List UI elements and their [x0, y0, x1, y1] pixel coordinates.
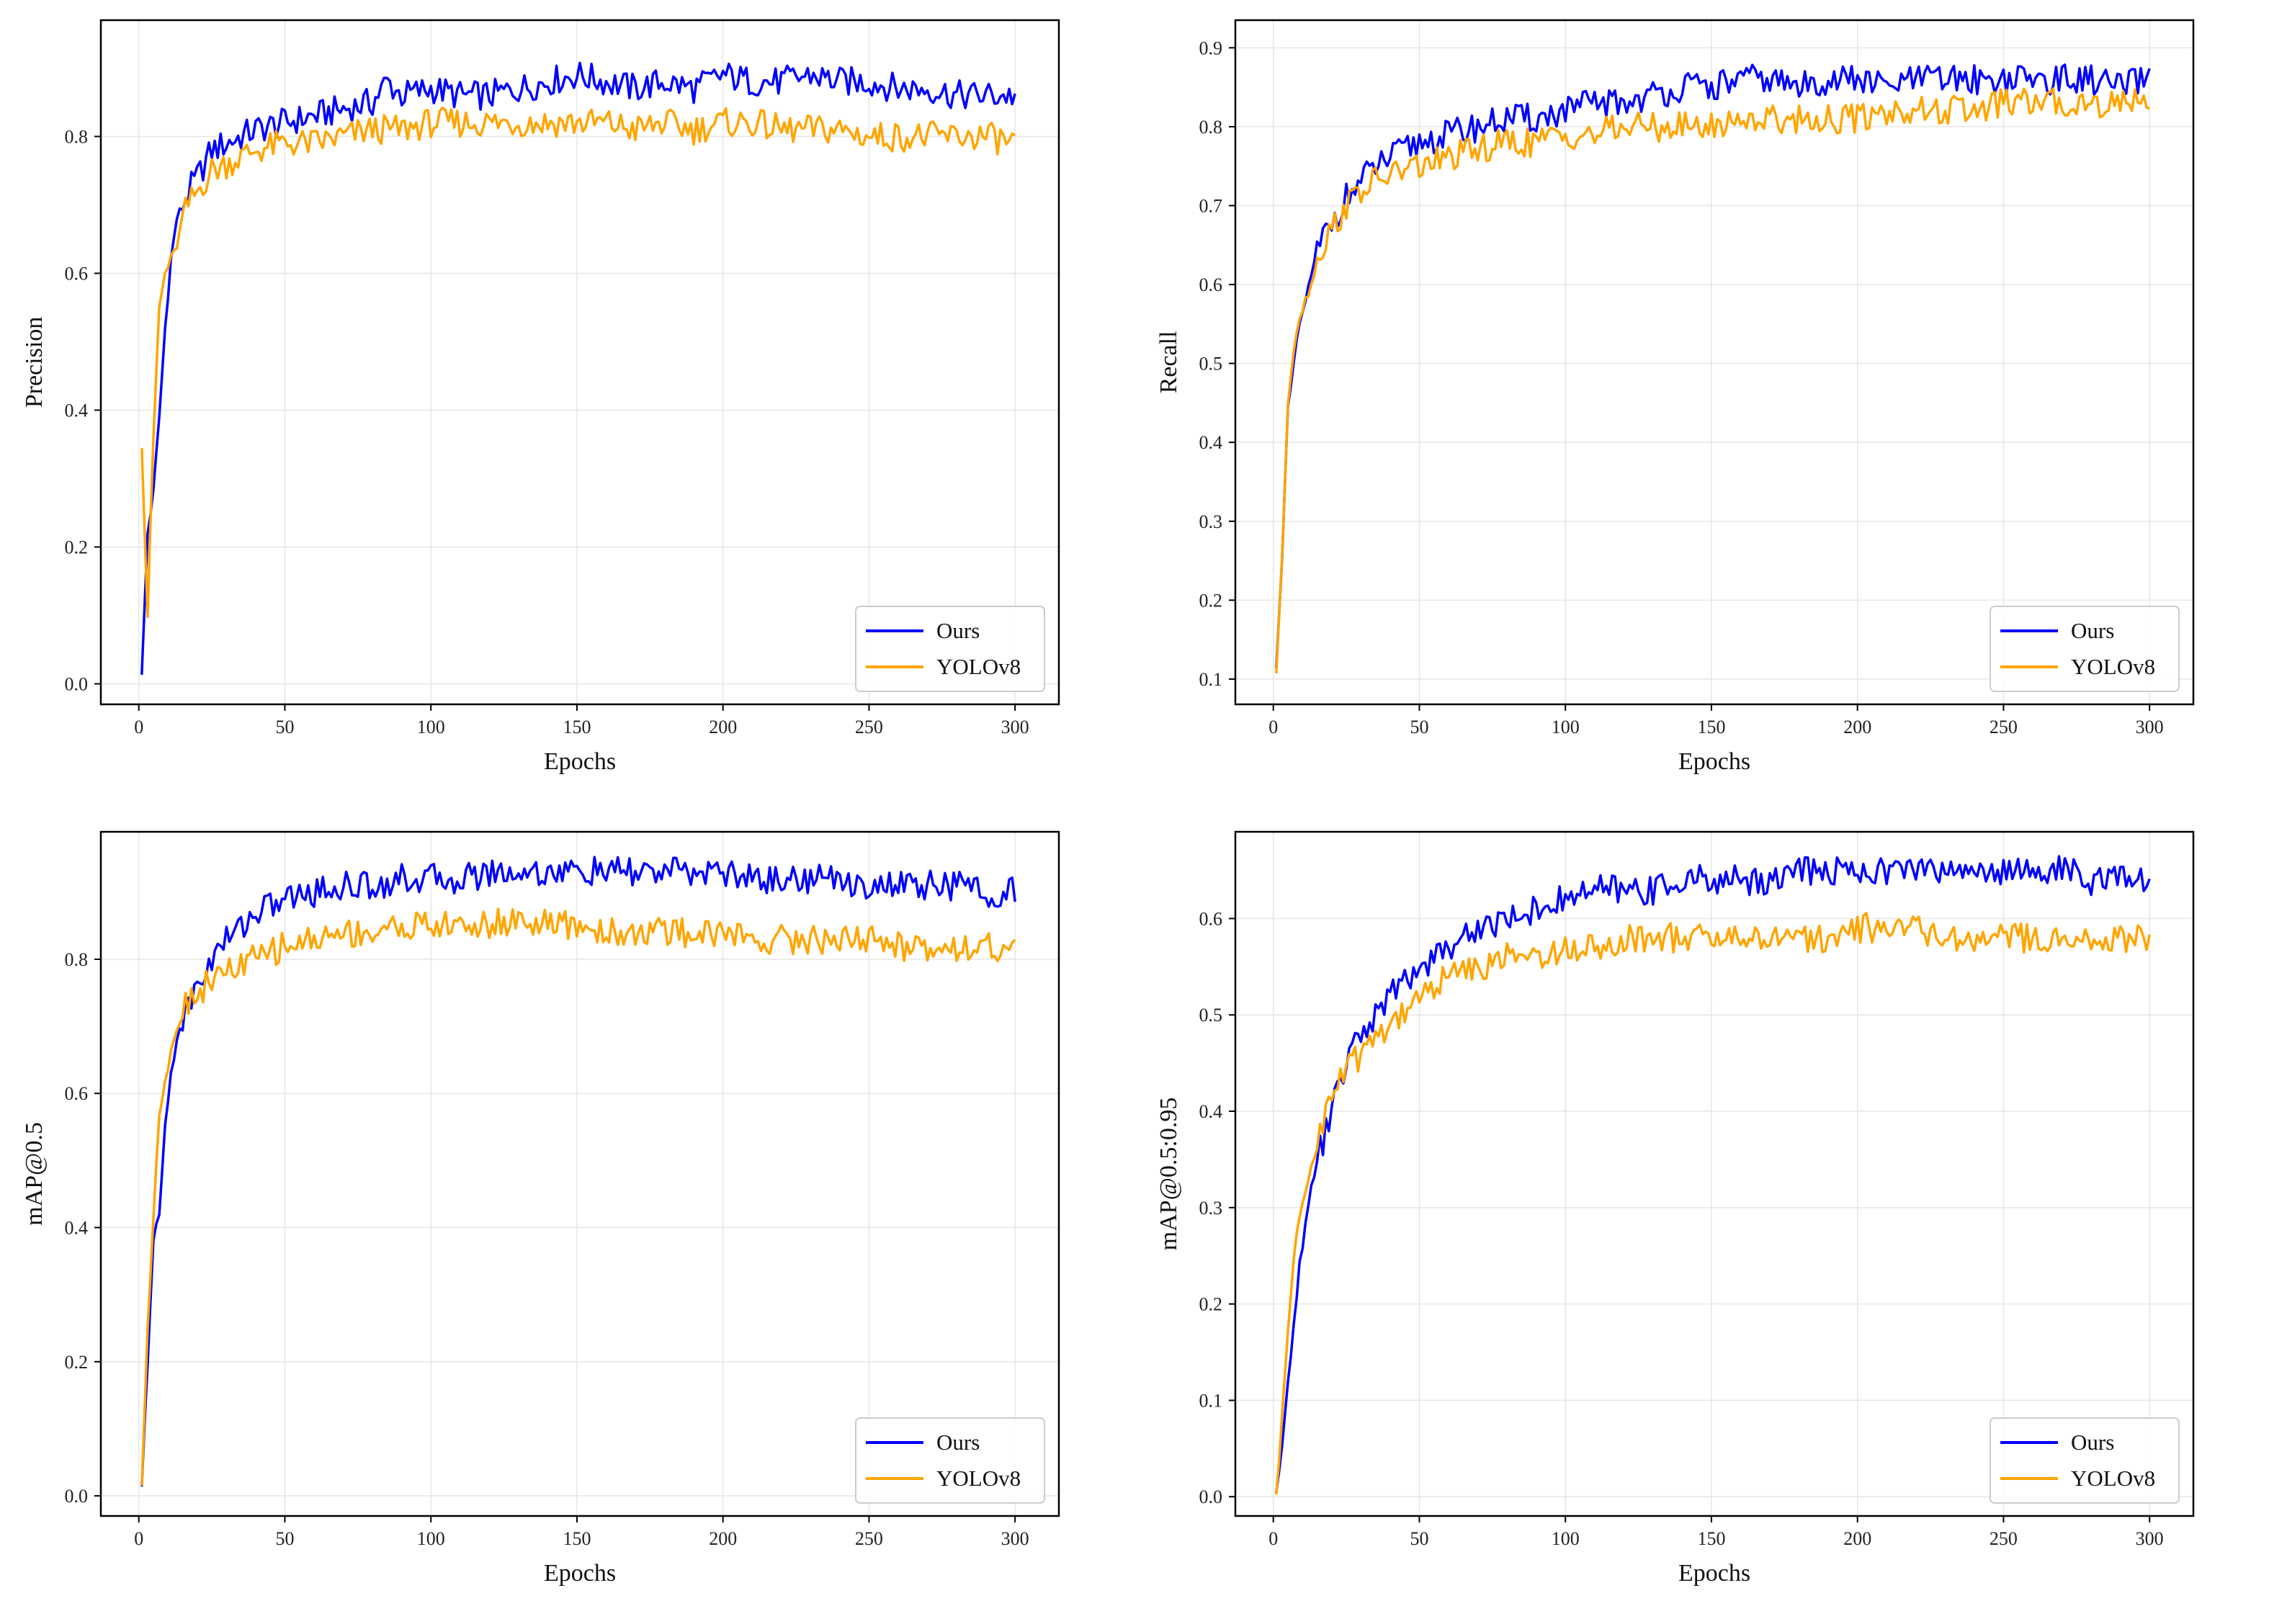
y-tick-label: 0.0 [65, 674, 89, 695]
x-tick-label: 300 [2136, 1528, 2164, 1549]
legend-label-ours: Ours [936, 1430, 980, 1455]
legend: Ours YOLOv8 [855, 1417, 1045, 1504]
x-tick-label: 0 [1268, 717, 1278, 737]
y-tick-label: 0.2 [65, 1352, 89, 1373]
legend-box [1990, 1417, 2180, 1504]
x-tick-label: 200 [1843, 1528, 1871, 1549]
x-axis-label: Epochs [544, 748, 616, 775]
y-tick-label: 0.8 [1199, 117, 1223, 138]
x-axis-label: Epochs [1678, 1560, 1750, 1587]
legend-label-yolov8: YOLOv8 [2071, 654, 2155, 679]
y-tick-label: 0.5 [1199, 1005, 1223, 1026]
x-tick-label: 300 [1001, 1528, 1029, 1549]
y-tick-label: 0.2 [1199, 1294, 1223, 1315]
x-tick-label: 300 [2136, 717, 2164, 737]
series-line-ours [1275, 63, 2151, 668]
x-tick-label: 100 [417, 1528, 445, 1549]
legend-label-yolov8: YOLOv8 [2071, 1466, 2155, 1491]
y-tick-label: 0.8 [65, 949, 89, 970]
precision-chart-svg: 0 50 100 150 200 250 300 0.0 0.2 0.4 0.6 0.8 Epochs P… [21, 19, 1060, 775]
y-axis-label: mAP@0.5:0.95 [1155, 1098, 1182, 1251]
y-tick-label: 0.3 [1199, 511, 1223, 532]
series-line-yolov8 [1275, 912, 2151, 1495]
legend-label-yolov8: YOLOv8 [936, 654, 1021, 679]
y-tick-label: 0.5 [1199, 354, 1223, 374]
y-tick-label: 0.2 [1199, 590, 1223, 611]
legend-label-ours: Ours [2071, 1430, 2114, 1455]
y-axis-label: mAP@0.5 [21, 1122, 48, 1226]
recall-chart-svg: 0 50 100 150 200 250 300 0.1 0.2 0.3 0.4 0.5 0.6 0.7 0… [1155, 19, 2195, 775]
x-tick-label: 250 [855, 1528, 883, 1549]
x-tick-label: 0 [1268, 1528, 1278, 1549]
axes-frame [1234, 19, 2195, 706]
y-axis-label: Precision [21, 317, 48, 408]
x-axis-label: Epochs [544, 1560, 616, 1587]
x-tick-label: 100 [1552, 717, 1580, 737]
legend-label-ours: Ours [2071, 618, 2114, 643]
y-tick-label: 0.0 [65, 1486, 89, 1507]
x-tick-label: 50 [275, 1528, 294, 1549]
x-tick-label: 50 [1410, 1528, 1428, 1549]
chart-map50: 0 50 100 150 200 250 300 0.0 0.2 0.4 0.6 0.8 Epochs m… [0, 812, 1134, 1623]
legend: Ours YOLOv8 [1990, 1417, 2180, 1504]
x-tick-label: 250 [1990, 717, 2018, 737]
y-tick-label: 0.7 [1199, 195, 1223, 216]
series-line-ours [140, 856, 1016, 1487]
chart-precision: 0 50 100 150 200 250 300 0.0 0.2 0.4 0.6 0.8 Epochs P… [0, 0, 1134, 812]
x-tick-label: 50 [1410, 717, 1428, 737]
axes-frame [1234, 830, 2195, 1517]
series-line-yolov8 [140, 907, 1016, 1486]
x-tick-label: 300 [1001, 717, 1029, 737]
y-tick-label: 0.8 [65, 127, 89, 148]
legend: Ours YOLOv8 [855, 606, 1045, 692]
legend-label-yolov8: YOLOv8 [936, 1466, 1021, 1491]
legend-box [855, 606, 1045, 692]
axes-frame [99, 19, 1060, 706]
y-tick-label: 0.9 [1199, 37, 1223, 58]
y-tick-label: 0.4 [65, 400, 89, 421]
axes-frame [99, 830, 1060, 1517]
x-axis-label: Epochs [1678, 748, 1750, 775]
series-line-ours [1275, 855, 2151, 1493]
series-line-ours [140, 61, 1016, 676]
y-tick-label: 0.4 [1199, 432, 1223, 453]
series-line-yolov8 [140, 106, 1016, 619]
y-tick-label: 0.6 [65, 264, 89, 284]
y-tick-label: 0.4 [65, 1218, 89, 1239]
legend-box [1990, 606, 2180, 692]
map50-chart-svg: 0 50 100 150 200 250 300 0.0 0.2 0.4 0.6 0.8 Epochs m… [21, 830, 1060, 1587]
y-tick-label: 0.6 [1199, 908, 1223, 929]
x-tick-label: 0 [134, 1528, 143, 1549]
y-tick-label: 0.2 [65, 537, 89, 558]
x-tick-label: 150 [563, 1528, 591, 1549]
y-tick-label: 0.0 [1199, 1486, 1223, 1507]
x-tick-label: 250 [855, 717, 883, 737]
y-tick-label: 0.4 [1199, 1101, 1223, 1122]
x-tick-label: 0 [134, 717, 143, 737]
legend: Ours YOLOv8 [1990, 606, 2180, 692]
chart-recall: 0 50 100 150 200 250 300 0.1 0.2 0.3 0.4 0.5 0.6 0.7 0… [1134, 0, 2269, 812]
y-tick-label: 0.1 [1199, 669, 1223, 690]
x-tick-label: 200 [709, 1528, 737, 1549]
x-tick-label: 50 [275, 717, 294, 737]
x-tick-label: 150 [563, 717, 591, 737]
y-tick-label: 0.6 [1199, 274, 1223, 295]
x-tick-label: 200 [1843, 717, 1871, 737]
x-tick-label: 100 [417, 717, 445, 737]
y-tick-label: 0.1 [1199, 1390, 1223, 1411]
series-line-yolov8 [1275, 87, 2150, 674]
x-tick-label: 150 [1697, 717, 1725, 737]
map50-95-chart-svg: 0 50 100 150 200 250 300 0.0 0.1 0.2 0.3 0.4 0.5 0.6 E… [1155, 830, 2195, 1587]
x-tick-label: 200 [709, 717, 737, 737]
legend-box [855, 1417, 1045, 1504]
y-tick-label: 0.6 [65, 1083, 89, 1104]
x-tick-label: 100 [1552, 1528, 1580, 1549]
x-tick-label: 250 [1990, 1528, 2018, 1549]
chart-map50-95: 0 50 100 150 200 250 300 0.0 0.1 0.2 0.3 0.4 0.5 0.6 E… [1134, 812, 2269, 1623]
x-tick-label: 150 [1697, 1528, 1725, 1549]
y-tick-label: 0.3 [1199, 1198, 1223, 1219]
legend-label-ours: Ours [936, 618, 980, 643]
y-axis-label: Recall [1155, 331, 1182, 394]
